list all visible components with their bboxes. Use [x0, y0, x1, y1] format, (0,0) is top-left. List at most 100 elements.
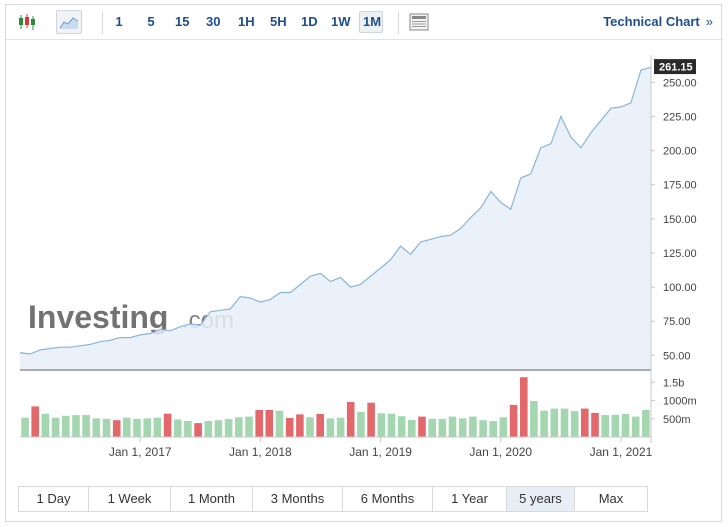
y-tick-label: 50.00: [663, 350, 691, 362]
volume-bar: [397, 416, 406, 437]
volume-bar: [112, 420, 121, 437]
volume-bar: [601, 415, 609, 437]
volume-tick-label: 1000m: [663, 396, 697, 408]
volume-bar: [520, 377, 528, 437]
price-area-fill: [20, 67, 651, 370]
volume-bar: [41, 413, 50, 437]
volume-bar: [642, 410, 650, 437]
volume-bar: [570, 411, 579, 437]
volume-bar: [275, 410, 284, 437]
timeframe-5h[interactable]: 5H: [270, 14, 287, 29]
timeframe-1w[interactable]: 1W: [331, 14, 351, 29]
volume-bar: [92, 418, 101, 437]
volume-bar: [621, 414, 630, 437]
volume-bar: [377, 413, 386, 437]
x-tick-label: Jan 1, 2021: [590, 445, 653, 459]
timeframe-5[interactable]: 5: [147, 14, 155, 29]
timeframe-1[interactable]: 1: [115, 14, 123, 29]
volume-bar: [194, 423, 202, 437]
volume-bar: [530, 400, 538, 437]
technical-chart-label: Technical Chart: [603, 14, 700, 29]
volume-bar: [31, 406, 39, 437]
volume-bar: [153, 417, 162, 437]
volume-bar: [326, 418, 335, 437]
range-1-week[interactable]: 1 Week: [89, 487, 171, 511]
y-tick-label: 75.00: [663, 316, 691, 328]
last-price-label: 261.15: [659, 62, 693, 74]
chart-widget: 1 5 15 30 1H 5H 1D 1W 1M Technical Chart» Invest…: [5, 4, 722, 522]
y-tick-label: 100.00: [663, 282, 697, 294]
volume-bar: [336, 417, 345, 437]
volume-bar: [204, 421, 213, 437]
volume-bar: [540, 410, 548, 437]
volume-bar: [21, 417, 29, 437]
volume-bar: [357, 411, 365, 437]
volume-bar: [408, 419, 416, 437]
volume-bar: [265, 410, 274, 437]
volume-bar: [581, 408, 589, 437]
volume-bar: [550, 408, 559, 437]
volume-bar: [245, 416, 253, 437]
timeframe-30[interactable]: 30: [206, 14, 221, 29]
technical-chart-link[interactable]: Technical Chart »: [603, 14, 713, 29]
volume-bar: [428, 418, 436, 437]
range-5-years[interactable]: 5 years: [507, 487, 575, 511]
y-tick-label: 200.00: [663, 146, 697, 158]
volume-bar: [123, 417, 131, 437]
range-3-months[interactable]: 3 Months: [253, 487, 343, 511]
x-tick-label: Jan 1, 2018: [229, 445, 292, 459]
timeframe-15[interactable]: 15: [175, 14, 190, 29]
range-1-day[interactable]: 1 Day: [19, 487, 89, 511]
y-tick-label: 125.00: [663, 248, 697, 260]
volume-bar: [285, 418, 294, 437]
volume-bar: [51, 417, 60, 437]
volume-bar: [387, 413, 396, 437]
volume-bar: [367, 402, 375, 437]
toolbar-divider: [398, 12, 399, 34]
range-1-year[interactable]: 1 Year: [433, 487, 507, 511]
range-max[interactable]: Max: [575, 487, 647, 511]
volume-bar: [224, 419, 233, 437]
volume-bar: [72, 415, 80, 437]
volume-tick-label: 1.5b: [663, 377, 684, 389]
x-tick-label: Jan 1, 2017: [109, 445, 172, 459]
volume-bar: [499, 417, 508, 437]
volume-bar: [306, 417, 314, 437]
y-tick-label: 250.00: [663, 77, 697, 89]
watermark-brand: Investing: [28, 299, 168, 335]
volume-bar: [479, 420, 487, 437]
time-range-selector: 1 Day 1 Week 1 Month 3 Months 6 Months 1 Year…: [18, 486, 648, 512]
range-1-month[interactable]: 1 Month: [171, 487, 253, 511]
price-line: [19, 66, 652, 355]
volume-bar: [611, 414, 620, 437]
news-icon[interactable]: [406, 10, 432, 34]
timeframe-1m[interactable]: 1M: [359, 11, 383, 33]
price-chart: Investing .com 50.0075.00100.00125.00150…: [19, 55, 697, 459]
last-price-tag: [654, 59, 696, 75]
volume-bar: [82, 415, 90, 437]
volume-bar: [448, 416, 457, 437]
timeframe-1d[interactable]: 1D: [301, 14, 318, 29]
chart-toolbar: 1 5 15 30 1H 5H 1D 1W 1M Technical Chart»: [6, 5, 721, 40]
area-chart-icon[interactable]: [56, 10, 82, 34]
volume-bar: [163, 413, 172, 437]
range-6-months[interactable]: 6 Months: [343, 487, 433, 511]
toolbar-divider: [102, 12, 103, 34]
volume-bar: [62, 415, 70, 437]
x-tick-label: Jan 1, 2019: [349, 445, 412, 459]
double-chevron-right-icon: »: [705, 14, 713, 29]
candlestick-icon[interactable]: [14, 10, 40, 34]
timeframe-1h[interactable]: 1H: [238, 14, 255, 29]
volume-tick-label: 500m: [663, 414, 691, 426]
y-tick-label: 175.00: [663, 180, 697, 192]
volume-bar: [469, 416, 477, 437]
volume-bar: [102, 418, 111, 437]
volume-bar: [296, 414, 304, 437]
volume-bar: [560, 408, 569, 437]
volume-bar: [418, 416, 426, 437]
volume-bar: [235, 417, 243, 437]
volume-bar: [489, 421, 497, 437]
volume-bar: [458, 418, 467, 437]
volume-bar: [173, 419, 182, 437]
y-tick-label: 225.00: [663, 111, 697, 123]
